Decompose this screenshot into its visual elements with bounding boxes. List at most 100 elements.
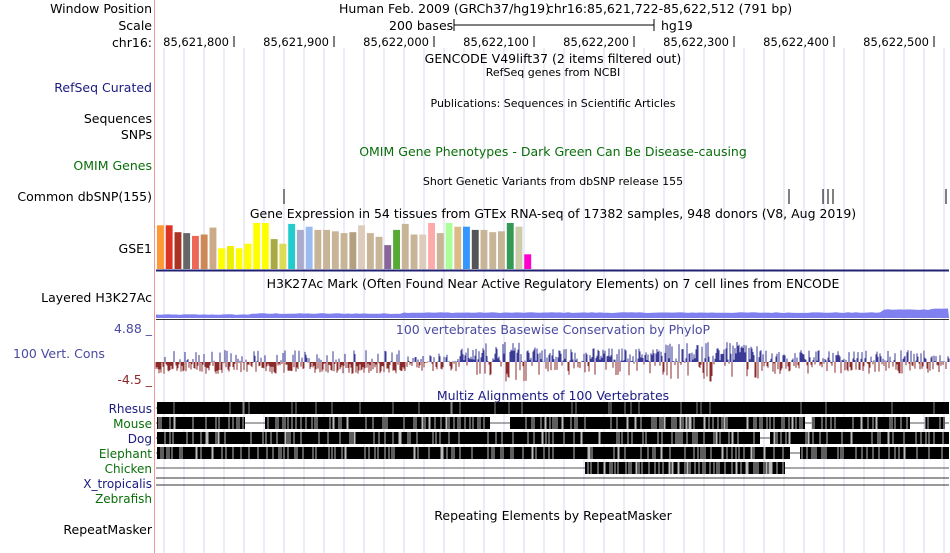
gtex-tissue-bar xyxy=(454,226,462,269)
ruler-tick-label: 85,622,000 xyxy=(363,35,429,49)
ruler-tick-label: 85,621,800 xyxy=(163,35,229,49)
gtex-tissue-bar xyxy=(279,243,287,269)
gtex-tissue-bar xyxy=(183,233,191,269)
publications-track-title[interactable]: Publications: Sequences in Scientific Ar… xyxy=(430,97,676,110)
gtex-tissue-bar xyxy=(375,236,383,269)
species-label-elephant[interactable]: Elephant xyxy=(98,447,152,461)
multiz-mismatch-marks xyxy=(924,417,945,429)
dbsnp-track-label[interactable]: Common dbSNP(155) xyxy=(17,189,152,204)
snps-track-label[interactable]: SNPs xyxy=(120,127,152,142)
gtex-tissue-bar xyxy=(157,225,164,269)
multiz-alignment-block xyxy=(157,447,790,459)
ruler-tick-label: 85,622,200 xyxy=(563,35,629,49)
assembly-text: Human Feb. 2009 (GRCh37/hg19) xyxy=(339,1,550,16)
conservation-negative-bars xyxy=(155,362,947,382)
gtex-tissue-bar xyxy=(410,234,418,269)
ruler-tick-label: 85,622,400 xyxy=(763,35,829,49)
multiz-alignment-block xyxy=(510,417,805,429)
omim-track-label[interactable]: OMIM Genes xyxy=(73,158,152,173)
gtex-tissue-bar xyxy=(192,235,199,269)
gtex-tissue-bar xyxy=(384,245,392,269)
scale-label: Scale xyxy=(118,18,152,33)
gtex-tissue-bar xyxy=(305,226,313,269)
gtex-tissue-bar xyxy=(323,229,330,269)
gtex-tissue-bar xyxy=(244,243,252,269)
label-track-separator xyxy=(154,0,155,553)
repeatmasker-track-label[interactable]: RepeatMasker xyxy=(63,522,152,537)
gtex-tissue-bar xyxy=(314,229,322,269)
gtex-tissue-bar xyxy=(288,223,296,269)
conservation-positive-bars xyxy=(164,342,950,362)
gtex-track-title[interactable]: Gene Expression in 54 tissues from GTEx … xyxy=(249,206,857,221)
gtex-tissue-bar xyxy=(524,254,532,269)
multiz-mismatch-marks xyxy=(773,432,944,444)
gtex-tissue-bar xyxy=(165,225,173,269)
sequences-track-label[interactable]: Sequences xyxy=(83,111,152,126)
ruler-tick-label: 85,622,300 xyxy=(663,35,729,49)
multiz-mismatch-marks xyxy=(173,402,935,414)
multiz-alignment-block xyxy=(157,417,245,429)
gtex-tissue-bar xyxy=(506,223,514,269)
gtex-tissue-bar xyxy=(366,233,374,269)
h3k27ac-track-title[interactable]: H3K27Ac Mark (Often Found Near Active Re… xyxy=(266,276,840,291)
gtex-tissue-bar xyxy=(270,239,278,269)
gtex-tissue-bar xyxy=(331,231,339,269)
gtex-tissue-bar xyxy=(419,234,427,269)
conservation-max-value: 4.88 _ xyxy=(113,321,152,336)
refseq-track-title[interactable]: RefSeq genes from NCBI xyxy=(485,66,621,79)
multiz-mismatch-marks xyxy=(158,417,244,429)
ruler-tick-label: 85,622,100 xyxy=(463,35,529,49)
species-label-x-tropicalis[interactable]: X_tropicalis xyxy=(83,477,152,491)
multiz-mismatch-marks xyxy=(160,447,784,459)
dbsnp-track-title[interactable]: Short Genetic Variants from dbSNP releas… xyxy=(422,175,684,188)
gtex-tissue-bar xyxy=(261,223,269,269)
gtex-tissue-bar xyxy=(393,229,400,269)
h3k27ac-signal xyxy=(156,308,949,318)
gtex-tissue-bar xyxy=(253,223,261,269)
gse1-track-label[interactable]: GSE1 xyxy=(118,241,152,256)
h3k27ac-track-label[interactable]: Layered H3K27Ac xyxy=(41,290,152,305)
position-text: chr16:85,621,722-85,622,512 (791 bp) xyxy=(547,1,793,16)
multiz-mismatch-marks xyxy=(801,447,943,459)
repeatmasker-track-title[interactable]: Repeating Elements by RepeatMasker xyxy=(434,508,672,523)
gtex-tissue-bar xyxy=(489,232,497,269)
window-position-label: Window Position xyxy=(50,1,152,16)
conservation-min-value: -4.5 _ xyxy=(117,372,152,387)
gtex-tissue-bar xyxy=(463,226,470,269)
species-label-rhesus[interactable]: Rhesus xyxy=(108,402,152,416)
db-text: hg19 xyxy=(661,18,693,33)
gtex-tissue-bar xyxy=(349,232,357,269)
gtex-tissue-bar xyxy=(401,223,409,269)
gtex-tissue-bar xyxy=(296,229,304,269)
gtex-tissue-bar xyxy=(436,233,444,269)
refseq-track-label[interactable]: RefSeq Curated xyxy=(54,80,152,95)
gtex-tissue-bar xyxy=(498,231,505,269)
gtex-tissue-bar xyxy=(358,225,365,269)
multiz-mismatch-marks xyxy=(267,417,485,429)
multiz-mismatch-marks xyxy=(525,417,803,429)
gtex-tissue-bar xyxy=(471,229,479,269)
multiz-alignment-block xyxy=(800,447,949,459)
gtex-tissue-bar xyxy=(174,232,182,269)
species-label-zebrafish[interactable]: Zebrafish xyxy=(95,492,152,506)
species-label-mouse[interactable]: Mouse xyxy=(113,417,152,431)
chrom-label: chr16: xyxy=(111,35,152,50)
multiz-track-title[interactable]: Multiz Alignments of 100 Vertebrates xyxy=(436,388,670,403)
omim-track-title[interactable]: OMIM Gene Phenotypes - Dark Green Can Be… xyxy=(359,144,747,159)
ruler-tick-label: 85,621,900 xyxy=(263,35,329,49)
gencode-track-title[interactable]: GENCODE V49lift37 (2 items filtered out) xyxy=(424,51,682,66)
multiz-mismatch-marks xyxy=(164,432,755,444)
species-label-dog[interactable]: Dog xyxy=(127,432,152,446)
multiz-alignment-block xyxy=(157,402,949,414)
ruler-tick-label: 85,622,500 xyxy=(863,35,929,49)
conservation-track-label[interactable]: 100 Vert. Cons xyxy=(13,346,105,361)
gtex-tissue-bar xyxy=(445,223,453,269)
gtex-tissue-bar xyxy=(480,229,488,269)
conservation-track-title[interactable]: 100 vertebrates Basewise Conservation by… xyxy=(395,322,711,337)
gtex-tissue-bar xyxy=(209,227,217,269)
species-label-chicken[interactable]: Chicken xyxy=(104,462,152,476)
gtex-tissue-bar xyxy=(428,223,435,269)
gtex-tissue-bar xyxy=(235,248,243,269)
multiz-alignment-block xyxy=(265,417,490,429)
